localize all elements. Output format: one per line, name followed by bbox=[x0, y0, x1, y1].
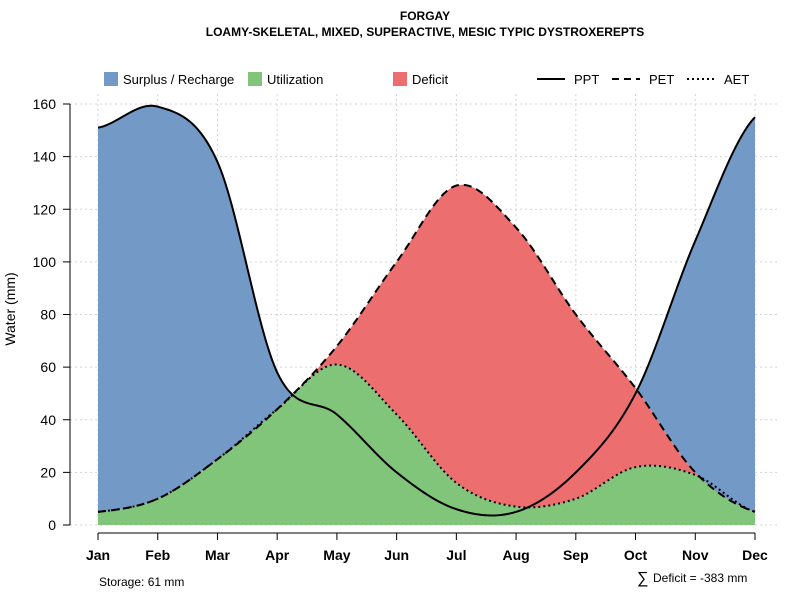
axes: 0 20 40 60 80 100 120 140 160 Jan Feb Mar Apr May Jun J… bbox=[33, 96, 768, 563]
y-tick-label: 140 bbox=[33, 149, 57, 165]
x-tick-label: Jun bbox=[384, 547, 409, 563]
y-tick-label: 160 bbox=[33, 96, 57, 112]
surplus-area bbox=[98, 105, 755, 512]
legend-swatch-deficit bbox=[393, 72, 407, 86]
legend-label: AET bbox=[724, 72, 749, 87]
chart-subtitle: LOAMY-SKELETAL, MIXED, SUPERACTIVE, MESI… bbox=[206, 25, 645, 39]
utilization-area bbox=[98, 364, 755, 525]
x-tick-label: Dec bbox=[742, 547, 768, 563]
legend: Surplus / Recharge Utilization Deficit PPT P… bbox=[104, 72, 749, 87]
y-tick-label: 40 bbox=[40, 412, 56, 428]
x-tick-label: Jan bbox=[86, 547, 110, 563]
deficit-note: Deficit = -383 mm bbox=[653, 571, 747, 585]
x-tick-label: Feb bbox=[145, 547, 170, 563]
legend-label: Surplus / Recharge bbox=[123, 72, 234, 87]
x-tick-label: Jul bbox=[446, 547, 466, 563]
storage-note: Storage: 61 mm bbox=[99, 575, 184, 589]
y-axis-label: Water (mm) bbox=[2, 272, 18, 345]
x-tick-label: Sep bbox=[563, 547, 589, 563]
area-fills bbox=[98, 105, 755, 525]
deficit-area bbox=[98, 184, 755, 512]
series-line-pet bbox=[97, 183, 756, 513]
x-tick-label: May bbox=[323, 547, 350, 563]
chart-title: FORGAY bbox=[400, 9, 450, 23]
legend-swatch-surplus-recharge bbox=[104, 72, 118, 86]
legend-label: Utilization bbox=[267, 72, 323, 87]
deficit-sum-symbol: ∑ bbox=[637, 570, 648, 587]
x-tick-label: Nov bbox=[682, 547, 709, 563]
legend-swatch-utilization bbox=[248, 72, 262, 86]
y-tick-label: 0 bbox=[48, 517, 56, 533]
legend-label: Deficit bbox=[412, 72, 449, 87]
y-tick-label: 120 bbox=[33, 201, 57, 217]
x-tick-label: Oct bbox=[624, 547, 648, 563]
x-tick-label: Apr bbox=[265, 547, 290, 563]
x-tick-label: Mar bbox=[205, 547, 230, 563]
x-tick-label: Aug bbox=[502, 547, 529, 563]
y-tick-label: 100 bbox=[33, 254, 57, 270]
legend-label: PET bbox=[649, 72, 674, 87]
legend-label: PPT bbox=[574, 72, 599, 87]
y-tick-label: 20 bbox=[40, 464, 56, 480]
y-tick-label: 80 bbox=[40, 307, 56, 323]
y-tick-label: 60 bbox=[40, 359, 56, 375]
series-line-ppt bbox=[97, 104, 756, 517]
series-lines bbox=[97, 104, 756, 517]
